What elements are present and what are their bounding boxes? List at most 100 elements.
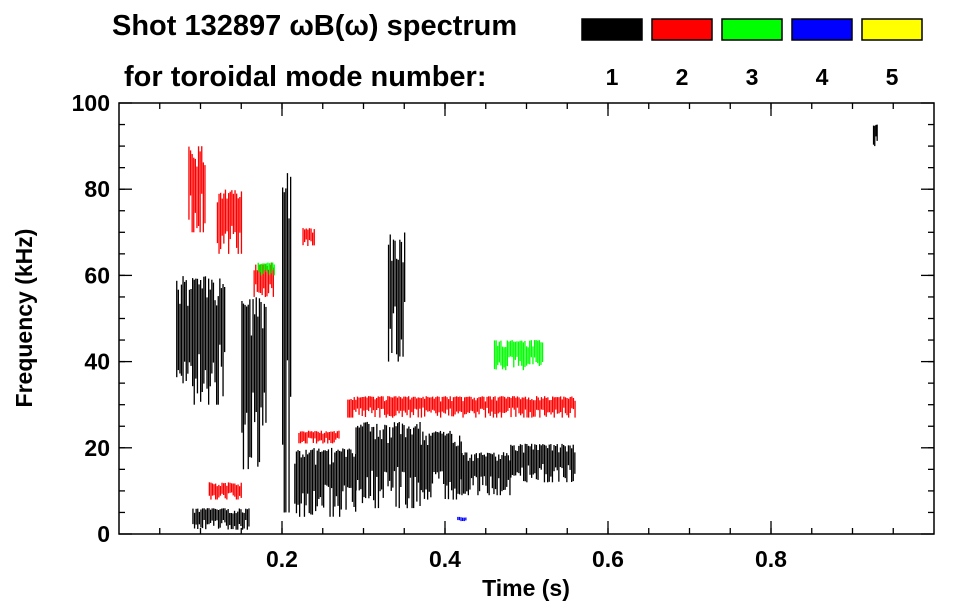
legend-label-3: 3 — [746, 64, 759, 90]
series-n=1-region-8 — [461, 452, 511, 496]
streak — [206, 508, 208, 525]
streak — [422, 396, 424, 408]
streak — [527, 347, 529, 364]
streak — [235, 513, 237, 530]
streak — [229, 191, 231, 240]
streak — [300, 457, 302, 504]
streak — [480, 397, 482, 409]
streak — [285, 188, 287, 513]
streak — [385, 400, 387, 418]
streak — [460, 517, 462, 522]
streak — [506, 453, 508, 487]
streak — [547, 448, 549, 483]
streak — [257, 262, 259, 272]
chart-title-line1: Shot 132897 ωB(ω) spectrum — [112, 10, 517, 42]
series-n=2-region-6 — [347, 396, 576, 418]
streak — [427, 396, 429, 412]
streak — [252, 299, 254, 393]
streak — [403, 396, 405, 411]
streak — [400, 241, 403, 340]
series-n=2-region-5 — [298, 430, 340, 444]
streak — [250, 335, 253, 458]
streak — [497, 397, 499, 414]
streak — [188, 146, 190, 220]
streak — [196, 278, 199, 394]
streak — [443, 396, 445, 413]
streak — [560, 396, 562, 413]
streak — [483, 454, 485, 477]
streak — [228, 193, 230, 254]
streak — [419, 422, 421, 506]
streak — [543, 444, 546, 483]
streak — [521, 340, 523, 366]
series-n=1 — [176, 124, 878, 530]
streak — [321, 451, 323, 506]
streak — [264, 264, 266, 297]
streak — [433, 432, 435, 472]
streak — [259, 264, 262, 293]
streak — [350, 449, 352, 488]
streak — [256, 270, 258, 292]
streak — [222, 508, 224, 520]
streak — [532, 449, 534, 475]
streak — [569, 397, 571, 413]
streak — [282, 187, 284, 445]
streak — [392, 427, 394, 488]
streak — [405, 437, 407, 505]
streak — [325, 431, 327, 438]
x-tick-label: 0.2 — [266, 546, 298, 572]
legend-label-1: 1 — [606, 64, 619, 90]
streak — [406, 428, 408, 509]
streak — [494, 396, 496, 414]
streak — [267, 262, 269, 271]
streak — [526, 399, 528, 418]
streak — [345, 456, 347, 510]
streak — [192, 508, 194, 525]
streak — [376, 423, 378, 477]
streak — [184, 281, 186, 362]
streak — [266, 266, 268, 297]
streak — [223, 193, 225, 244]
streak — [449, 430, 451, 482]
streak — [500, 396, 503, 418]
streak — [492, 397, 495, 418]
streak — [435, 431, 437, 475]
streak — [382, 429, 384, 498]
streak — [316, 450, 318, 507]
streak — [221, 198, 223, 236]
streak — [388, 396, 391, 416]
streak — [204, 276, 207, 371]
streak — [305, 449, 307, 506]
streak — [574, 400, 576, 418]
streak — [477, 458, 479, 496]
streak — [224, 483, 226, 499]
streak — [192, 278, 194, 387]
series-n=1-region-10 — [387, 232, 406, 362]
streak — [379, 396, 381, 418]
streak — [550, 400, 552, 415]
streak — [525, 346, 528, 366]
streak — [201, 508, 204, 529]
streak — [366, 421, 368, 478]
streak — [358, 427, 360, 491]
streak — [248, 508, 250, 527]
streak — [504, 455, 506, 490]
streak — [409, 399, 411, 418]
streak — [498, 341, 500, 363]
streak — [496, 460, 498, 496]
streak — [230, 513, 232, 530]
streak — [493, 452, 495, 495]
streak — [561, 443, 563, 469]
streak — [484, 401, 487, 418]
streak — [265, 263, 267, 273]
streak — [391, 260, 393, 353]
streak — [446, 397, 448, 410]
streak — [420, 398, 423, 418]
streak — [268, 263, 271, 275]
streak — [286, 173, 289, 361]
series-n=3 — [257, 262, 544, 371]
streak — [327, 432, 329, 444]
streak — [537, 450, 539, 480]
streak — [263, 264, 265, 289]
streak — [490, 453, 492, 477]
